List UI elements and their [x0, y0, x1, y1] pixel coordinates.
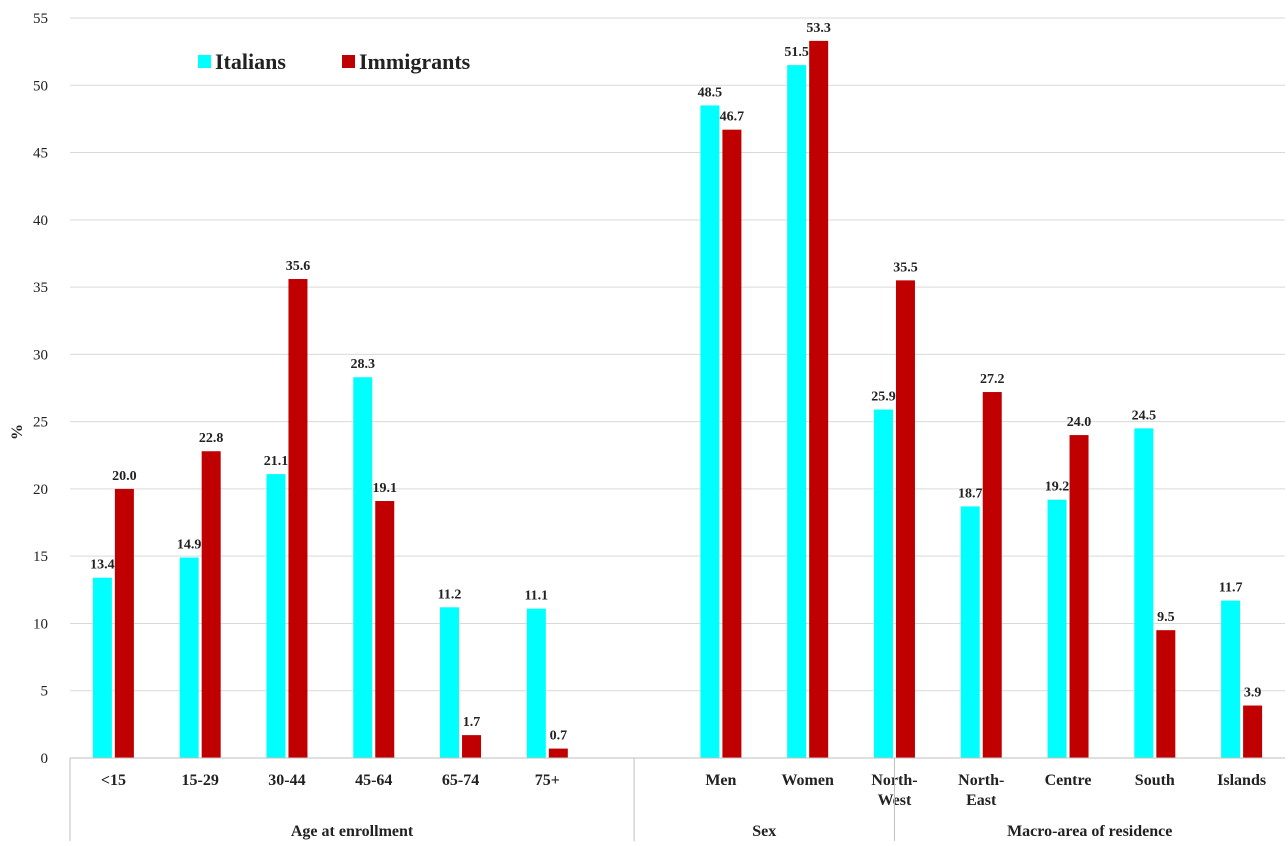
y-tick-label: 15	[33, 549, 48, 565]
bar-immigrants	[462, 735, 482, 758]
legend-label: Italians	[215, 49, 286, 74]
data-label: 11.7	[1219, 581, 1243, 596]
bar-italians	[873, 409, 893, 758]
bar-italians	[787, 65, 807, 758]
category-label: 65-74	[442, 772, 479, 789]
category-label: Women	[781, 772, 834, 789]
category-label: North-	[958, 772, 1004, 789]
data-label: 27.2	[980, 372, 1005, 387]
group-label: Macro-area of residence	[1007, 823, 1172, 840]
bar-immigrants	[201, 451, 221, 758]
legend-swatch	[342, 55, 355, 68]
data-label: 24.5	[1132, 408, 1157, 423]
y-tick-label: 45	[33, 146, 48, 162]
data-label: 25.9	[871, 390, 896, 405]
y-tick-label: 35	[33, 280, 48, 296]
bar-immigrants	[1069, 435, 1089, 758]
y-tick-label: 55	[33, 11, 48, 27]
bar-immigrants	[982, 392, 1002, 758]
group-label: Age at enrollment	[291, 823, 414, 840]
data-label: 21.1	[264, 454, 289, 469]
bar-italians	[179, 557, 199, 758]
bar-immigrants	[1156, 630, 1176, 758]
data-label: 13.4	[90, 558, 115, 573]
y-tick-label: 20	[33, 482, 48, 498]
category-label: Islands	[1217, 772, 1266, 789]
data-label: 11.1	[524, 589, 548, 604]
bar-immigrants	[895, 280, 915, 758]
bar-italians	[1134, 428, 1154, 758]
data-label: 0.7	[550, 729, 568, 744]
data-label: 14.9	[177, 538, 202, 553]
category-label: 45-64	[355, 772, 392, 789]
category-label: <15	[101, 772, 126, 789]
bar-immigrants	[722, 129, 742, 758]
data-label: 46.7	[720, 110, 745, 125]
data-label: 48.5	[698, 85, 723, 100]
category-label: Centre	[1045, 772, 1092, 789]
bar-immigrants	[288, 279, 308, 758]
data-label: 11.2	[438, 587, 462, 602]
y-tick-label: 30	[33, 347, 48, 363]
legend: Italians Immigrants	[198, 49, 471, 74]
category-label: South	[1135, 772, 1175, 789]
bar-italians	[1047, 499, 1067, 758]
bar-italians	[266, 474, 286, 758]
category-label: 75+	[535, 772, 560, 789]
bar-immigrants	[375, 501, 395, 758]
y-tick-label: 5	[41, 684, 49, 700]
y-tick-label: 25	[33, 415, 48, 431]
category-label: 30-44	[268, 772, 305, 789]
data-label: 3.9	[1244, 686, 1262, 701]
bar-italians	[960, 506, 980, 758]
data-label: 1.7	[463, 715, 481, 730]
bar-italians	[440, 607, 460, 758]
bar-italians	[1221, 600, 1241, 758]
bar-italians	[92, 577, 112, 758]
bar-immigrants	[1243, 705, 1263, 758]
data-label: 19.2	[1045, 480, 1070, 495]
category-label: East	[966, 792, 997, 809]
data-labels: 13.4 14.9 21.1 28.3 11.2 11.1 48.5 51.5 25.9 18.7…	[90, 21, 1261, 744]
legend-swatch	[198, 55, 211, 68]
data-label: 35.6	[286, 259, 311, 274]
y-tick-label: 40	[33, 213, 48, 229]
data-label: 9.5	[1157, 610, 1175, 625]
bar-italians	[353, 377, 373, 758]
data-label: 20.0	[112, 469, 137, 484]
category-label: Men	[705, 772, 736, 789]
bars	[92, 40, 1263, 759]
category-label: 15-29	[182, 772, 219, 789]
data-label: 53.3	[806, 21, 831, 36]
data-label: 35.5	[893, 260, 918, 275]
data-label: 28.3	[351, 357, 376, 372]
gridlines	[70, 17, 1285, 692]
data-label: 22.8	[199, 431, 224, 446]
bar-italians	[700, 105, 720, 759]
data-label: 18.7	[958, 486, 983, 501]
data-label: 19.1	[373, 481, 398, 496]
y-tick-label: 50	[33, 78, 48, 94]
bar-immigrants	[114, 488, 134, 758]
y-tick-label: 10	[33, 616, 48, 632]
data-label: 24.0	[1067, 415, 1092, 430]
y-tick-label: 0	[41, 751, 49, 767]
bar-immigrants	[809, 40, 829, 758]
y-axis-ticks: 0 5 10 15 20 25 30 35 40 45 50 55	[33, 11, 48, 767]
y-axis-title: %	[9, 424, 26, 440]
x-axis: <15 15-29 30-44 45-64 65-74 75+ Men Women North-…	[69, 757, 1285, 841]
group-label: Sex	[752, 823, 776, 840]
bar-italians	[526, 608, 546, 758]
bar-immigrants	[548, 748, 568, 758]
data-label: 51.5	[784, 45, 809, 60]
legend-label: Immigrants	[359, 49, 471, 74]
